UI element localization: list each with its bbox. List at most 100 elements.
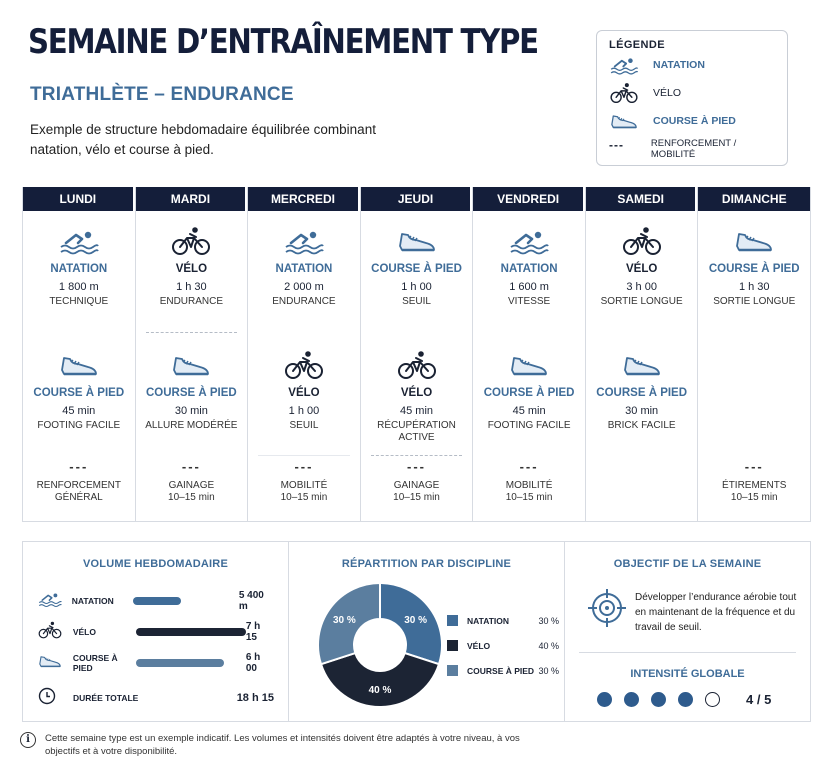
legend-item-natation: NATATION [609, 51, 775, 79]
session: COURSE À PIED 30 min ALLURE MODÉRÉE [136, 349, 248, 432]
session: COURSE À PIED 1 h 30 SORTIE LONGUE [698, 225, 810, 308]
mobility-session: --- RENFORCEMENT GÉNÉRAL [23, 459, 135, 504]
intensity-dot [624, 692, 639, 707]
volume-value: 6 h 00 [245, 652, 261, 674]
session-desc: SORTIE LONGUE [713, 296, 796, 307]
mobility-session: --- MOBILITÉ 10–15 min [248, 459, 360, 504]
session: VÉLO 3 h 00 SORTIE LONGUE [586, 225, 698, 308]
session-value: 30 min [174, 405, 208, 417]
session-value: 45 min [512, 405, 546, 417]
session-desc: RENFORCEMENT [36, 480, 122, 491]
session-sport: NATATION [275, 263, 333, 275]
divider [258, 455, 350, 456]
session-sport: VÉLO [288, 387, 320, 399]
session-desc-2: 10–15 min [280, 492, 328, 503]
objective-panel: OBJECTIF DE LA SEMAINE Développer l’endu… [565, 542, 810, 721]
intensity-dot [651, 692, 666, 707]
session-desc: ÉTIREMENTS [722, 480, 787, 491]
session-value: 1 h 30 [738, 281, 770, 293]
session-value: 1 600 m [509, 281, 549, 293]
pie-legend-label: NATATION [467, 615, 510, 626]
volume-row: NATATION 5 400 m [37, 590, 274, 612]
divider [370, 455, 463, 456]
legend-swatch [447, 640, 458, 651]
shoe-icon [136, 349, 248, 381]
week-grid: LUNDI NATATION 1 800 m TECHNIQUE COURSE À PI… [22, 187, 812, 522]
day-column: MARDI VÉLO 1 h 30 ENDURANCE COURSE À PIED 30 … [135, 187, 249, 522]
session-sport: COURSE À PIED [33, 387, 125, 399]
session-desc: GAINAGE [168, 480, 215, 491]
pie-title: RÉPARTITION PAR DISCIPLINE [341, 558, 512, 570]
day-header: DIMANCHE [698, 187, 811, 211]
pie-legend-item: NATATION 30 % [447, 608, 559, 633]
bike-icon [609, 82, 643, 104]
session-sport: NATATION [50, 263, 108, 275]
mobility-session: --- GAINAGE 10–15 min [136, 459, 248, 504]
intensity-dot [705, 692, 720, 707]
session-value: 1 h 00 [288, 405, 320, 417]
session-value: 1 h 30 [176, 281, 207, 293]
objective-title: OBJECTIF DE LA SEMAINE [613, 558, 762, 570]
day-column: DIMANCHE COURSE À PIED 1 h 30 SORTIE LONGUE… [698, 187, 812, 522]
volume-bar [133, 597, 181, 605]
volume-value: 5 400 m [238, 590, 264, 612]
session: COURSE À PIED 45 min FOOTING FACILE [23, 349, 135, 432]
legend-label: RENFORCEMENT / MOBILITÉ [650, 138, 737, 160]
session-desc: SEUIL [402, 296, 431, 307]
session-value: 3 h 00 [626, 281, 657, 293]
pie-legend-value: 40 % [538, 640, 559, 651]
session-desc: ENDURANCE [159, 296, 224, 307]
footnote-text: Cette semaine type est un exemple indica… [45, 733, 520, 757]
volume-bar-track [136, 659, 245, 667]
pie-legend-item: VÉLO 40 % [447, 633, 559, 658]
legend-item-renforcement: --- RENFORCEMENT / MOBILITÉ [609, 135, 775, 163]
session-sport: VÉLO [175, 263, 208, 275]
session-desc: RÉCUPÉRATION [377, 420, 456, 431]
session-desc: VITESSE [507, 296, 551, 307]
footnote: i Cette semaine type est un exemple indi… [20, 732, 520, 758]
shoe-icon [586, 349, 698, 381]
volume-label: COURSE À PIED [72, 653, 118, 673]
volume-bar-track [133, 597, 238, 605]
volume-label: VÉLO [72, 627, 96, 637]
session-sport: COURSE À PIED [596, 387, 688, 399]
mobility-session: --- GAINAGE 10–15 min [361, 459, 473, 504]
legend-swatch [447, 615, 458, 626]
dashes-icon: --- [181, 459, 201, 474]
session-value: 45 min [62, 405, 96, 417]
intensity-title: INTENSITÉ GLOBALE [630, 668, 745, 680]
pie-chart: 30 % 40 % 30 % [317, 581, 443, 708]
bike-icon [136, 225, 248, 257]
shoe-icon [473, 349, 585, 381]
volume-panel: VOLUME HEBDOMADAIRE NATATION 5 400 m VÉLO 7… [23, 542, 289, 721]
divider [145, 332, 238, 333]
objective-text: Développer l’endurance aérobie tout en m… [635, 592, 797, 633]
session-desc-2: 10–15 min [393, 492, 440, 503]
total-value: 18 h 15 [236, 692, 274, 704]
volume-value: 7 h 15 [245, 621, 261, 643]
shoe-icon [698, 225, 810, 257]
session-value: 30 min [625, 405, 659, 417]
legend-label: VÉLO [653, 87, 682, 99]
volume-row: VÉLO 7 h 15 [37, 621, 274, 643]
dashes-icon: --- [519, 459, 539, 474]
volume-bar [136, 628, 246, 636]
pie-legend-value: 30 % [538, 665, 559, 676]
session-desc: TECHNIQUE [49, 296, 109, 307]
dashes-icon: --- [744, 459, 764, 474]
legend-title: LÉGENDE [609, 39, 665, 51]
shoe-icon [609, 110, 643, 132]
session: COURSE À PIED 1 h 00 SEUIL [361, 225, 473, 308]
total-row: DURÉE TOTALE 18 h 15 [37, 687, 274, 709]
session-desc: ALLURE MODÉRÉE [145, 420, 238, 431]
day-header: MERCREDI [248, 187, 360, 211]
legend-box: LÉGENDE NATATION VÉLO COURSE À PIED --- … [596, 30, 788, 166]
session-desc-2: 10–15 min [168, 492, 215, 503]
target-icon [587, 588, 627, 633]
day-column: MERCREDI NATATION 2 000 m ENDURANCE VÉLO 1 h … [248, 187, 361, 522]
session: NATATION 1 600 m VITESSE [473, 225, 585, 308]
bike-icon [248, 349, 360, 381]
intro-text: Exemple de structure hebdomadaire équili… [30, 122, 376, 157]
session: VÉLO 1 h 00 SEUIL [248, 349, 360, 432]
page-title: SEMAINE D’ENTRAÎNEMENT TYPE [28, 22, 539, 62]
